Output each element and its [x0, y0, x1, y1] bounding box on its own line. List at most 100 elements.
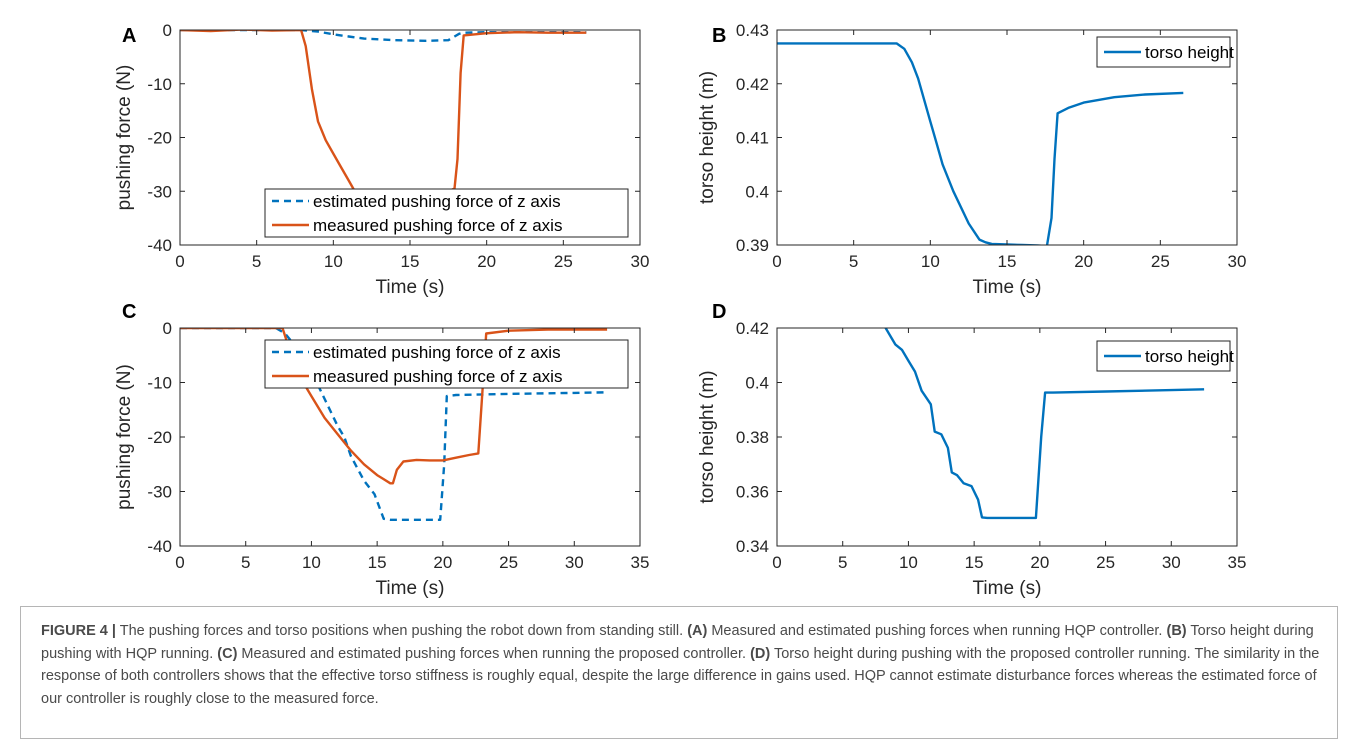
- x-tick-label: 0: [772, 553, 781, 572]
- caption-figure-label: FIGURE 4 |: [41, 623, 116, 639]
- y-tick-label: 0.34: [736, 537, 769, 556]
- x-axis-label: Time (s): [376, 578, 445, 599]
- y-tick-label: 0.39: [736, 236, 769, 255]
- panel-label: D: [712, 301, 726, 323]
- legend-box: [264, 188, 629, 238]
- caption-panel-ref: (B): [1166, 623, 1187, 639]
- panel-label: C: [122, 301, 136, 323]
- y-tick-label: -20: [147, 129, 172, 148]
- y-tick-label: -20: [147, 428, 172, 447]
- y-tick-label: 0.42: [736, 75, 769, 94]
- x-tick-label: 15: [401, 252, 420, 271]
- x-tick-label: 30: [631, 252, 650, 271]
- x-tick-label: 5: [849, 252, 858, 271]
- x-axis-label: Time (s): [973, 277, 1042, 298]
- legend-entry: torso height: [1145, 43, 1234, 62]
- torso-height-series-line: [884, 328, 1205, 520]
- x-tick-label: 15: [368, 553, 387, 572]
- x-tick-label: 35: [631, 553, 650, 572]
- y-axis-label: torso height (m): [697, 71, 718, 204]
- caption-box: FIGURE 4 | The pushing forces and torso …: [20, 606, 1338, 739]
- x-tick-label: 10: [921, 252, 940, 271]
- panel-label: B: [712, 25, 726, 47]
- y-tick-label: 0.36: [736, 483, 769, 502]
- caption-panel-ref: (C): [217, 645, 238, 662]
- y-tick-label: 0.4: [745, 374, 769, 393]
- caption-panel-ref: (D): [750, 645, 771, 662]
- figure-caption: FIGURE 4 | The pushing forces and torso …: [41, 620, 1321, 710]
- x-tick-label: 30: [1162, 553, 1181, 572]
- x-tick-label: 20: [1074, 252, 1093, 271]
- legend-entry: torso height: [1145, 347, 1234, 366]
- y-tick-label: 0.4: [745, 182, 769, 201]
- x-tick-label: 35: [1228, 553, 1247, 572]
- y-tick-label: -30: [147, 182, 172, 201]
- figure: A 0 5 10 15 20 25 30 -40 -30 -20 -10 0 Time (s) pushin…: [114, 21, 1246, 599]
- y-tick-label: 0.41: [736, 129, 769, 148]
- panel-d: D 0 5 10 15 20 25 30 35 0.34 0.36 0.38 0.4 0.42 Time (…: [697, 301, 1246, 599]
- legend-entry: measured pushing force of z axis: [313, 367, 562, 386]
- x-tick-label: 25: [499, 553, 518, 572]
- x-tick-label: 20: [1030, 553, 1049, 572]
- x-tick-label: 10: [324, 252, 343, 271]
- x-tick-label: 30: [565, 553, 584, 572]
- x-axis-label: Time (s): [376, 277, 445, 298]
- caption-text: Measured and estimated pushing forces wh…: [707, 623, 1167, 639]
- x-tick-label: 0: [772, 252, 781, 271]
- y-axis-label: pushing force (N): [114, 364, 135, 510]
- series-group: [777, 42, 1184, 245]
- legend-box: [264, 339, 629, 389]
- x-tick-label: 10: [899, 553, 918, 572]
- caption-body: The pushing forces and torso positions w…: [41, 623, 1319, 707]
- panel-a: A 0 5 10 15 20 25 30 -40 -30 -20 -10 0 Time (s) pushin…: [114, 21, 649, 298]
- legend: estimated pushing force of z axis measure…: [264, 188, 629, 238]
- x-tick-label: 25: [1151, 252, 1170, 271]
- x-tick-label: 25: [554, 252, 573, 271]
- legend: torso height: [1096, 340, 1234, 372]
- torso-height-series-line: [777, 42, 1184, 245]
- y-axis-label: pushing force (N): [114, 65, 135, 211]
- y-tick-label: 0: [163, 21, 172, 40]
- legend-entry: estimated pushing force of z axis: [313, 343, 561, 362]
- y-tick-label: -30: [147, 483, 172, 502]
- caption-text: Measured and estimated pushing forces wh…: [237, 645, 751, 662]
- legend-entry: estimated pushing force of z axis: [313, 192, 561, 211]
- y-tick-label: -10: [147, 75, 172, 94]
- legend: estimated pushing force of z axis measure…: [264, 339, 629, 389]
- panel-c: C 0 5 10 15 20 25 30 35 -40 -30 -20 -10 0 Time (s) push…: [114, 301, 649, 599]
- caption-panel-ref: (A): [687, 623, 708, 639]
- x-tick-label: 15: [998, 252, 1017, 271]
- x-tick-label: 10: [302, 553, 321, 572]
- x-tick-label: 30: [1228, 252, 1247, 271]
- x-tick-label: 0: [175, 252, 184, 271]
- y-axis-label: torso height (m): [697, 370, 718, 503]
- estimated-series-line: [180, 30, 587, 42]
- x-tick-label: 5: [252, 252, 261, 271]
- series-group: [884, 328, 1205, 520]
- x-tick-label: 15: [965, 553, 984, 572]
- legend-entry: measured pushing force of z axis: [313, 216, 562, 235]
- x-tick-label: 0: [175, 553, 184, 572]
- x-tick-label: 20: [477, 252, 496, 271]
- caption-text: The pushing forces and torso positions w…: [115, 623, 688, 639]
- x-axis-label: Time (s): [973, 578, 1042, 599]
- y-tick-label: 0.38: [736, 428, 769, 447]
- y-tick-label: 0: [163, 319, 172, 338]
- caption-text: Torso height during pushing with HQP run…: [41, 623, 1314, 662]
- series-group: [180, 30, 587, 198]
- x-tick-label: 5: [241, 553, 250, 572]
- x-tick-label: 25: [1096, 553, 1115, 572]
- x-tick-label: 20: [433, 553, 452, 572]
- y-tick-label: -40: [147, 236, 172, 255]
- y-tick-label: -10: [147, 374, 172, 393]
- y-tick-label: -40: [147, 537, 172, 556]
- caption-text: Torso height during pushing with the pro…: [41, 645, 1320, 707]
- panel-b: B 0 5 10 15 20 25 30 0.39 0.4 0.41 0.42 0.43 Time (s)…: [697, 21, 1246, 298]
- panel-label: A: [122, 25, 136, 47]
- y-tick-label: 0.43: [736, 21, 769, 40]
- figure-svg: A 0 5 10 15 20 25 30 -40 -30 -20 -10 0 Time (s) pushin…: [114, 21, 1246, 599]
- legend: torso height: [1096, 36, 1234, 68]
- x-tick-label: 5: [838, 553, 847, 572]
- measured-series-line: [180, 30, 587, 198]
- y-tick-label: 0.42: [736, 319, 769, 338]
